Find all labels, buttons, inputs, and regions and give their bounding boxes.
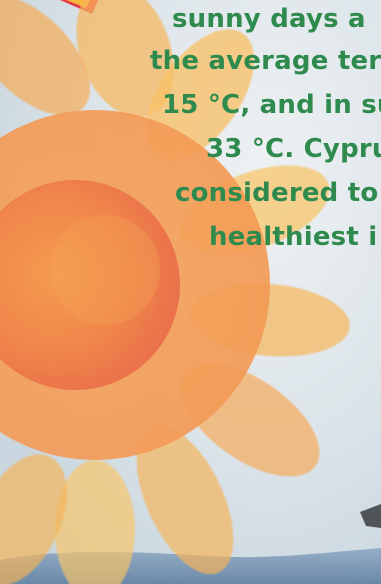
caption-line-3: 15 °C, and in su: [162, 90, 381, 120]
caption-line-5: considered to: [175, 178, 379, 208]
caption-line-4: 33 °C. Cypru: [206, 134, 381, 164]
caption-line-2: the average ter: [150, 46, 381, 76]
caption-line-1: sunny days a: [172, 4, 366, 34]
boat-hull: [360, 504, 381, 528]
sun-core: [0, 180, 180, 390]
caption-line-6: healthiest i: [209, 222, 378, 252]
